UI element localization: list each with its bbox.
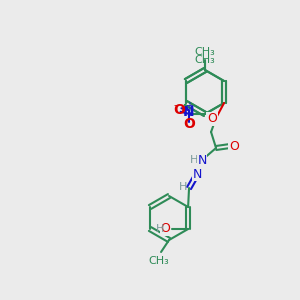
Text: H: H <box>190 155 198 165</box>
Text: O: O <box>183 117 195 131</box>
Text: O: O <box>207 112 217 125</box>
Text: N: N <box>197 154 207 166</box>
Text: H: H <box>156 224 164 234</box>
Text: N: N <box>183 105 195 119</box>
Text: H: H <box>179 182 187 192</box>
Text: -: - <box>173 100 177 110</box>
Text: CH₃: CH₃ <box>149 256 170 266</box>
Text: O: O <box>173 103 185 117</box>
Text: CH₃: CH₃ <box>195 47 215 57</box>
Text: N: N <box>192 167 202 181</box>
Text: +: + <box>185 101 193 111</box>
Text: O: O <box>229 140 239 152</box>
Text: O: O <box>160 223 170 236</box>
Text: CH₃: CH₃ <box>195 55 215 65</box>
